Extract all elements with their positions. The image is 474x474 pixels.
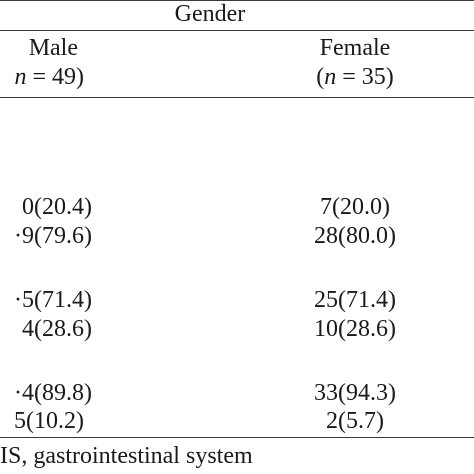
table-cell-female: 7(20.0) (320, 194, 390, 220)
table-cell-female: 33(94.3) (314, 380, 396, 406)
column-n-female: (n = 35) (255, 63, 455, 91)
table-cell-male: 0(20.4) (22, 194, 92, 220)
table-bottom-rule (0, 437, 474, 438)
column-header-female: Female (319, 35, 391, 61)
table-cell-female: 10(28.6) (314, 316, 396, 342)
table-footnote: IS, gastrointestinal system (0, 443, 253, 469)
group-header-rule (0, 30, 474, 31)
column-header-rule (0, 97, 474, 98)
table-cell-male: ·9(79.6) (14, 223, 92, 249)
table-cell-male: ·5(71.4) (14, 287, 92, 313)
n-symbol: n (324, 64, 337, 90)
table-cell-female: 25(71.4) (314, 287, 396, 313)
n-open-paren: ( (316, 64, 325, 90)
table-cell-male: 4(28.6) (22, 316, 92, 342)
n-value: = 49) (26, 64, 84, 90)
table-cell-male: 5(10.2) (14, 408, 84, 434)
n-symbol: n (14, 64, 27, 90)
table-cell-female: 2(5.7) (326, 408, 384, 434)
column-header-male: Male (28, 35, 78, 61)
table-cell-male: ·4(89.8) (14, 380, 92, 406)
column-n-male: n = 49) (0, 63, 84, 91)
table-top-rule (0, 0, 474, 1)
table-cell-female: 28(80.0) (314, 223, 396, 249)
n-value: = 35) (336, 64, 394, 90)
gender-group-header: Gender (174, 1, 246, 27)
